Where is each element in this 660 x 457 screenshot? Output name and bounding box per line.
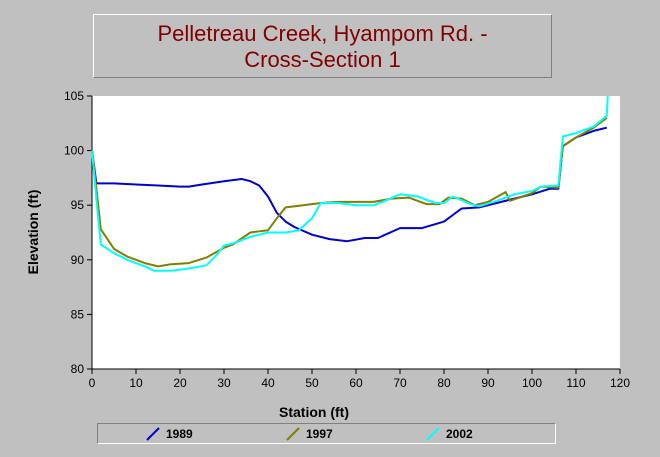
- x-tick-label: 120: [610, 376, 630, 390]
- x-tick-label: 60: [349, 376, 363, 390]
- x-tick-label: 90: [481, 376, 495, 390]
- series-line-1997: [91, 117, 608, 268]
- x-tick-label: 80: [437, 376, 451, 390]
- x-tick-label: 70: [393, 376, 407, 390]
- x-tick-label: 100: [522, 376, 542, 390]
- y-tick-label: 85: [71, 307, 85, 321]
- y-tick-label: 100: [64, 144, 84, 158]
- chart-title-line-1: Pelletreau Creek, Hyampom Rd. -: [157, 21, 488, 46]
- legend-swatch-1997: [286, 427, 300, 441]
- series-lines: [91, 95, 609, 272]
- legend-item-2002: 2002: [426, 426, 473, 442]
- x-tick-label: 40: [261, 376, 275, 390]
- series-line-1989: [91, 126, 608, 243]
- x-tick-label: 50: [305, 376, 319, 390]
- y-tick-label: 90: [71, 253, 85, 267]
- legend-item-1989: 1989: [146, 426, 193, 442]
- x-tick-label: 0: [89, 376, 96, 390]
- y-ticks: 80 85 90 95 100 105: [64, 89, 92, 376]
- legend-swatch-2002: [426, 427, 440, 441]
- x-ticks: 0 10 20 30 40 50 60 70 80 90 100 110 120: [89, 369, 630, 390]
- x-tick-label: 110: [566, 376, 585, 390]
- legend: 1989 1997 2002: [97, 423, 556, 444]
- chart-title-line-2: Cross-Section 1: [244, 47, 401, 72]
- chart-title: Pelletreau Creek, Hyampom Rd. - Cross-Se…: [93, 14, 552, 78]
- legend-swatch-1989: [146, 427, 160, 441]
- series-line-2002: [91, 95, 609, 272]
- x-tick-label: 10: [129, 376, 143, 390]
- legend-label-1997: 1997: [306, 427, 333, 441]
- x-tick-label: 30: [217, 376, 231, 390]
- legend-label-2002: 2002: [446, 427, 473, 441]
- y-tick-label: 95: [71, 198, 85, 212]
- y-tick-label: 105: [64, 89, 84, 103]
- y-tick-label: 80: [71, 362, 85, 376]
- x-axis-label: Station (ft): [279, 404, 349, 420]
- y-axis-label: Elevation (ft): [25, 190, 41, 275]
- legend-item-1997: 1997: [286, 426, 333, 442]
- plot-area: [92, 96, 620, 369]
- x-tick-label: 20: [173, 376, 187, 390]
- legend-label-1989: 1989: [166, 427, 193, 441]
